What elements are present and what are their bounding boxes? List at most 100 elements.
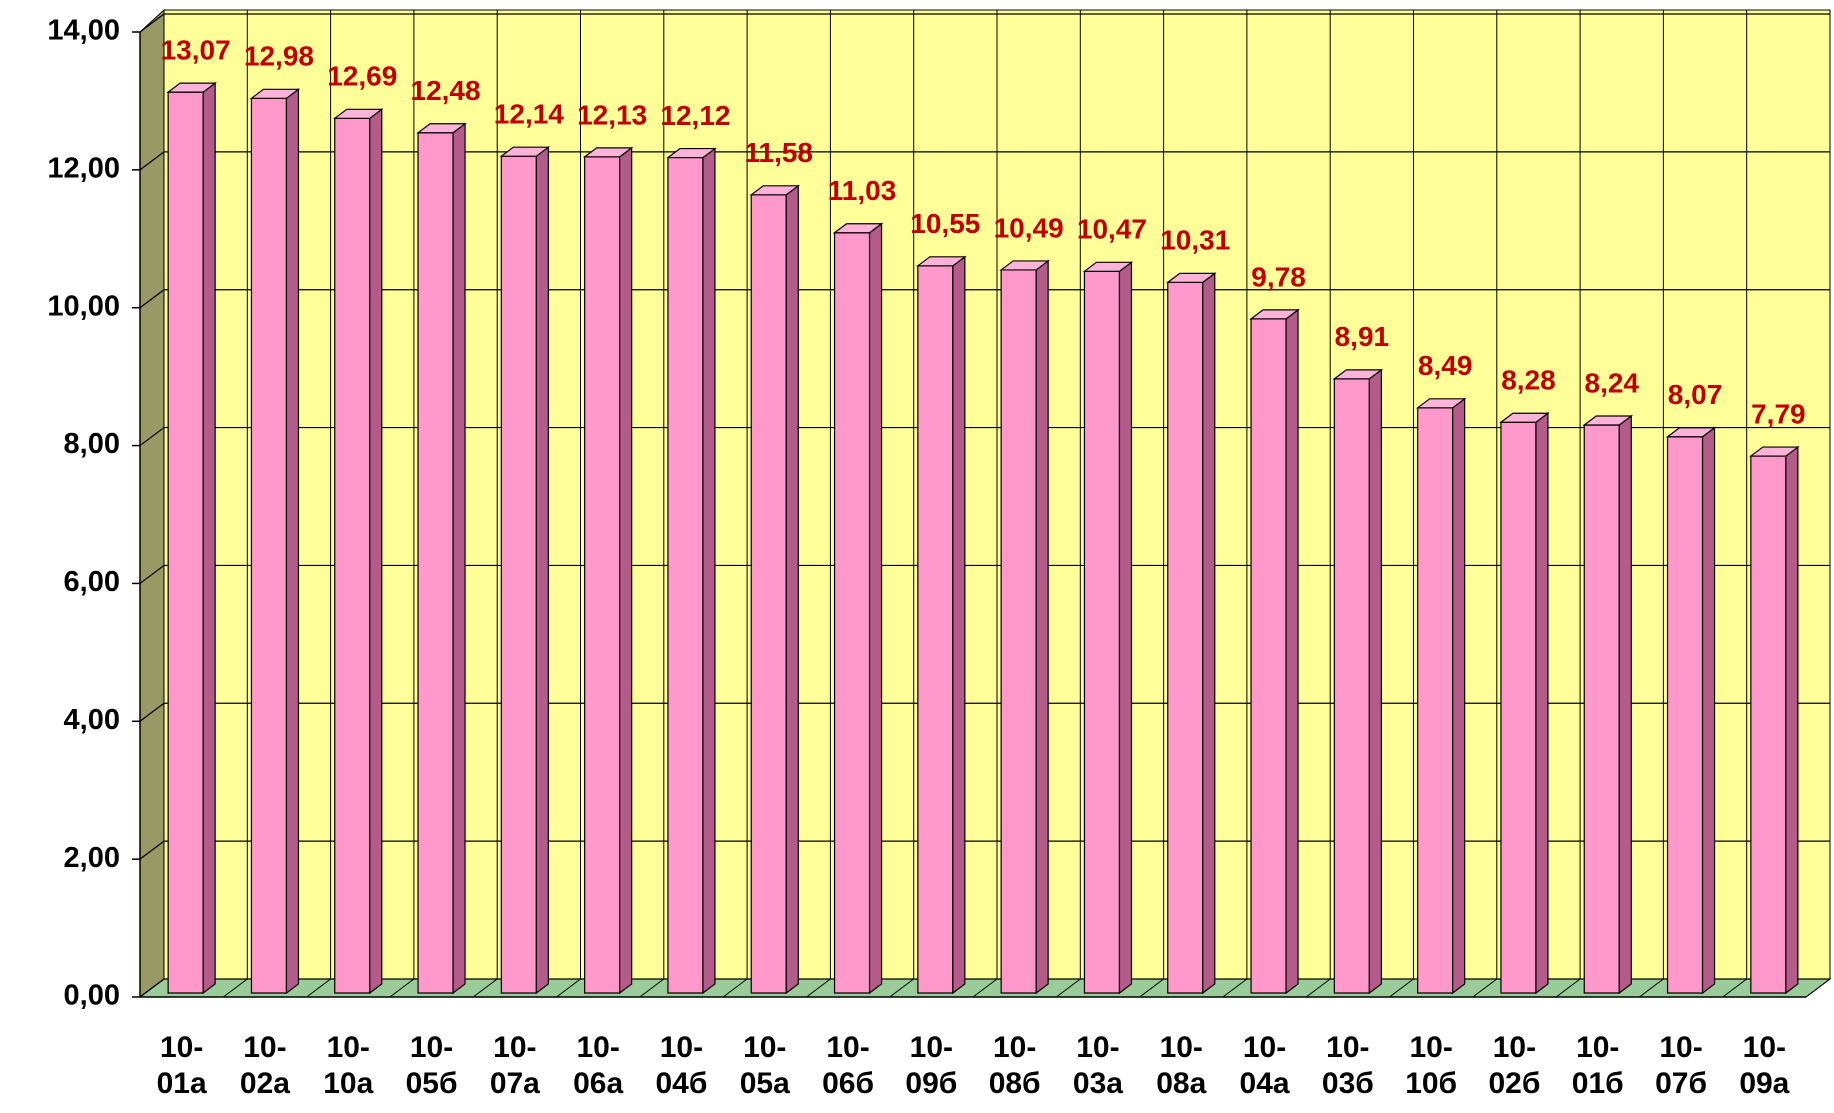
- floor-grid: [889, 978, 915, 998]
- floor-grid: [972, 978, 998, 998]
- data-label: 10,55: [910, 208, 980, 239]
- bar: [999, 259, 1050, 995]
- y-tick-label: 0,00: [64, 980, 120, 1012]
- bar: [1082, 261, 1134, 995]
- x-tick-label: 10-08б: [988, 1031, 1041, 1100]
- bar-top: [749, 185, 801, 196]
- data-label: 10,47: [1077, 214, 1147, 245]
- x-tick-label: 10-10а: [323, 1031, 374, 1100]
- bar-top: [499, 146, 551, 157]
- x-tick-label: 10-05а: [739, 1031, 790, 1100]
- y-tick-label: 2,00: [64, 842, 120, 874]
- bar-front: [584, 156, 621, 994]
- floor-grid: [1222, 978, 1248, 998]
- floor-grid: [223, 978, 248, 998]
- bar-side: [369, 108, 383, 995]
- grid-line: [139, 289, 1830, 309]
- y-tick-label: 12,00: [47, 153, 120, 185]
- data-label: 12,12: [660, 100, 730, 131]
- bar-side: [1285, 308, 1299, 995]
- data-label: 8,28: [1501, 365, 1556, 396]
- bar-side: [1701, 426, 1716, 995]
- bar-front: [667, 156, 704, 994]
- bar: [1665, 426, 1717, 995]
- bar-side: [1202, 272, 1216, 995]
- bar: [249, 88, 301, 995]
- data-label: 8,24: [1585, 367, 1640, 398]
- bar-top: [999, 260, 1050, 271]
- floor-grid: [639, 978, 665, 998]
- data-label: 12,14: [494, 99, 564, 130]
- x-tick-label: 10-06б: [822, 1031, 874, 1100]
- bar-front: [1583, 424, 1620, 994]
- floor-grid: [722, 978, 748, 998]
- bar-front: [833, 232, 871, 994]
- x-tick-label: 10-04а: [1239, 1031, 1290, 1100]
- floor-grid: [1056, 978, 1081, 998]
- bar-top: [1749, 446, 1800, 457]
- bar-side: [619, 146, 633, 995]
- data-label: 13,07: [161, 34, 231, 65]
- floor-grid: [1722, 978, 1747, 998]
- bar-front: [1500, 421, 1537, 994]
- x-tick-label: 10-07а: [489, 1031, 540, 1100]
- data-label: 11,03: [828, 175, 897, 206]
- bar-side: [1118, 261, 1133, 995]
- bar: [749, 184, 801, 995]
- x-tick-label: 10-01а: [156, 1031, 207, 1100]
- y-tick-label: 10,00: [47, 290, 120, 322]
- data-label: 10,49: [994, 212, 1064, 243]
- floor-grid: [1139, 978, 1164, 998]
- floor-grid: [806, 978, 831, 998]
- bar-top: [1582, 415, 1634, 426]
- floor-grid: [1639, 978, 1664, 998]
- bar-front: [1750, 455, 1787, 994]
- bar-side: [1618, 414, 1632, 995]
- floor-grid: [389, 978, 415, 998]
- floor-grid: [1555, 978, 1581, 998]
- bar: [1749, 445, 1800, 995]
- bar-front: [1666, 436, 1704, 994]
- x-tick-label: 10-03б: [1321, 1031, 1374, 1100]
- bar-top: [1499, 412, 1550, 423]
- bar: [499, 146, 551, 995]
- floor-grid: [1472, 978, 1498, 998]
- bar-side: [952, 255, 966, 995]
- bar: [1499, 412, 1550, 995]
- bar: [582, 146, 634, 995]
- bar-front: [334, 117, 371, 994]
- x-tick-label: 10-01б: [1571, 1031, 1624, 1100]
- bar-front: [417, 132, 454, 994]
- bar-front: [1333, 378, 1370, 994]
- floor-grid: [556, 978, 581, 998]
- side-wall: [139, 8, 165, 998]
- x-tick-label: 10-09а: [1739, 1031, 1790, 1100]
- bar-side: [868, 222, 883, 995]
- bar-top: [166, 82, 217, 93]
- bar: [1249, 308, 1300, 995]
- bar-top: [416, 123, 467, 134]
- bar-front: [1250, 318, 1287, 994]
- bar-top: [582, 147, 634, 158]
- x-tick-label: 10-06а: [573, 1031, 624, 1100]
- floor-grid: [306, 978, 331, 998]
- bar-front: [1083, 270, 1121, 994]
- bar-side: [1535, 412, 1549, 995]
- bar: [1415, 397, 1467, 995]
- bar-top: [1082, 261, 1134, 272]
- bar-front: [500, 155, 537, 994]
- bar-top: [832, 223, 884, 234]
- bar-front: [1167, 281, 1204, 994]
- bar: [1332, 368, 1384, 995]
- bar-side: [1452, 397, 1466, 995]
- bar: [666, 147, 717, 995]
- y-tick-label: 8,00: [64, 428, 120, 460]
- bar-top: [1249, 309, 1300, 320]
- bar-side: [285, 88, 300, 995]
- data-label: 12,48: [411, 75, 481, 106]
- floor-grid: [1389, 978, 1414, 998]
- bar-front: [250, 97, 288, 994]
- bar-side: [785, 184, 799, 995]
